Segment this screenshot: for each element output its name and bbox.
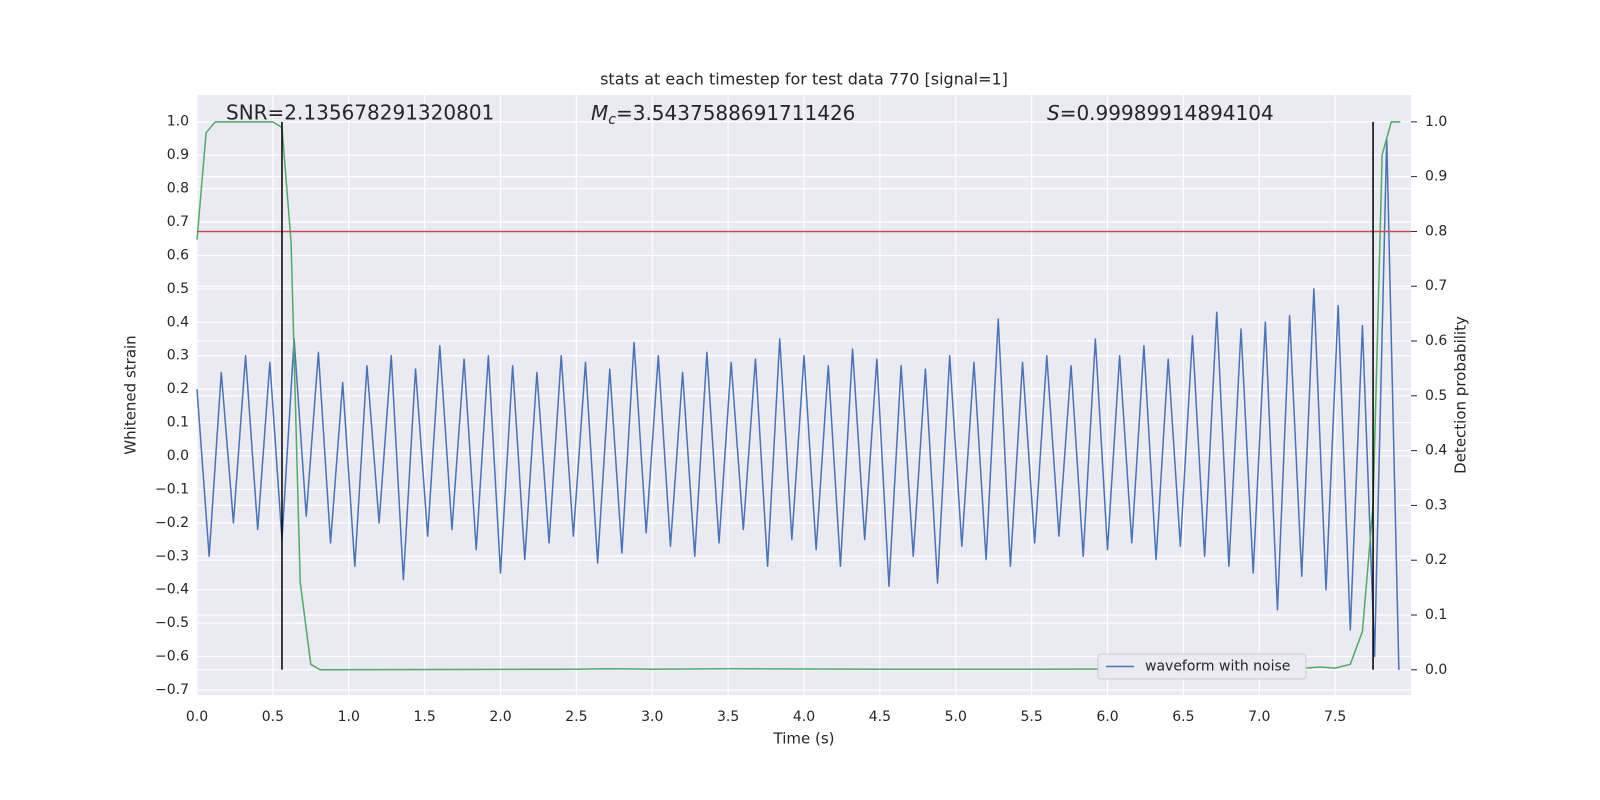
x-tick-label: 4.5 — [869, 709, 891, 725]
y-tick-label: −0.5 — [155, 615, 189, 631]
y2-tick-label: 1.0 — [1425, 114, 1447, 130]
x-tick-label: 1.5 — [413, 709, 435, 725]
y-tick-label: 0.4 — [167, 314, 189, 330]
annotation-symbol: M — [591, 101, 608, 125]
y2-tick-label: 0.5 — [1425, 388, 1447, 404]
y-tick-label: −0.2 — [155, 515, 189, 531]
y-tick-label: −0.1 — [155, 481, 189, 497]
y-tick-label: 1.0 — [167, 114, 189, 130]
annotation: SNR=2.135678291320801 — [226, 101, 494, 125]
y-tick-label: 0.1 — [167, 415, 189, 431]
x-tick-label: 3.0 — [641, 709, 663, 725]
annotation-text: =0.99989914894104 — [1060, 101, 1274, 125]
x-tick-label: 7.5 — [1324, 709, 1346, 725]
y-tick-label: −0.7 — [155, 682, 189, 698]
annotation: Mc=3.5437588691711426 — [591, 101, 855, 129]
y2-tick-label: 0.4 — [1425, 443, 1447, 459]
y2-tick-label: 0.7 — [1425, 278, 1447, 294]
y-tick-label: 0.7 — [167, 214, 189, 230]
y2-tick-label: 0.1 — [1425, 607, 1447, 623]
y-tick-label: 0.0 — [167, 448, 189, 464]
y2-axis-label: Detection probability — [1452, 316, 1470, 474]
x-tick-label: 6.0 — [1096, 709, 1118, 725]
x-tick-label: 6.5 — [1172, 709, 1194, 725]
x-tick-label: 0.0 — [186, 709, 208, 725]
series-line — [196, 137, 1400, 670]
y-tick-label: −0.4 — [155, 582, 189, 598]
y-tick-label: 0.5 — [167, 281, 189, 297]
y2-tick-label: 0.0 — [1425, 662, 1447, 678]
legend-label: waveform with noise — [1145, 659, 1290, 675]
x-tick-label: 7.0 — [1248, 709, 1270, 725]
y-axis-label: Whitened strain — [122, 335, 140, 454]
legend-box — [1097, 653, 1307, 680]
y2-tick-label: 0.8 — [1425, 223, 1447, 239]
y2-tick-label: 0.9 — [1425, 169, 1447, 185]
y2-tick-label: 0.6 — [1425, 333, 1447, 349]
x-tick-label: 5.0 — [945, 709, 967, 725]
x-tick-label: 5.5 — [1020, 709, 1042, 725]
annotation-symbol: S — [1047, 101, 1060, 125]
x-axis-label: Time (s) — [773, 730, 835, 748]
y-tick-label: 0.8 — [167, 181, 189, 197]
y-tick-label: 0.3 — [167, 348, 189, 364]
marks — [196, 121, 1411, 671]
x-tick-label: 2.0 — [489, 709, 511, 725]
x-tick-label: 2.5 — [565, 709, 587, 725]
x-tick-label: 0.5 — [262, 709, 284, 725]
annotation-text: =3.5437588691711426 — [616, 101, 855, 125]
y-tick-label: −0.6 — [155, 649, 189, 665]
annotation: S=0.99989914894104 — [1047, 101, 1274, 125]
y2-tick-label: 0.3 — [1425, 497, 1447, 513]
x-tick-label: 3.5 — [717, 709, 739, 725]
x-tick-label: 1.0 — [338, 709, 360, 725]
y-tick-label: 0.6 — [167, 247, 189, 263]
y-tick-label: 0.9 — [167, 147, 189, 163]
annotation-subscript: c — [608, 112, 616, 128]
x-tick-label: 4.0 — [793, 709, 815, 725]
chart-title: stats at each timestep for test data 770… — [600, 70, 1008, 89]
y-tick-label: −0.3 — [155, 548, 189, 564]
y2-tick-label: 0.2 — [1425, 552, 1447, 568]
y-tick-label: 0.2 — [167, 381, 189, 397]
